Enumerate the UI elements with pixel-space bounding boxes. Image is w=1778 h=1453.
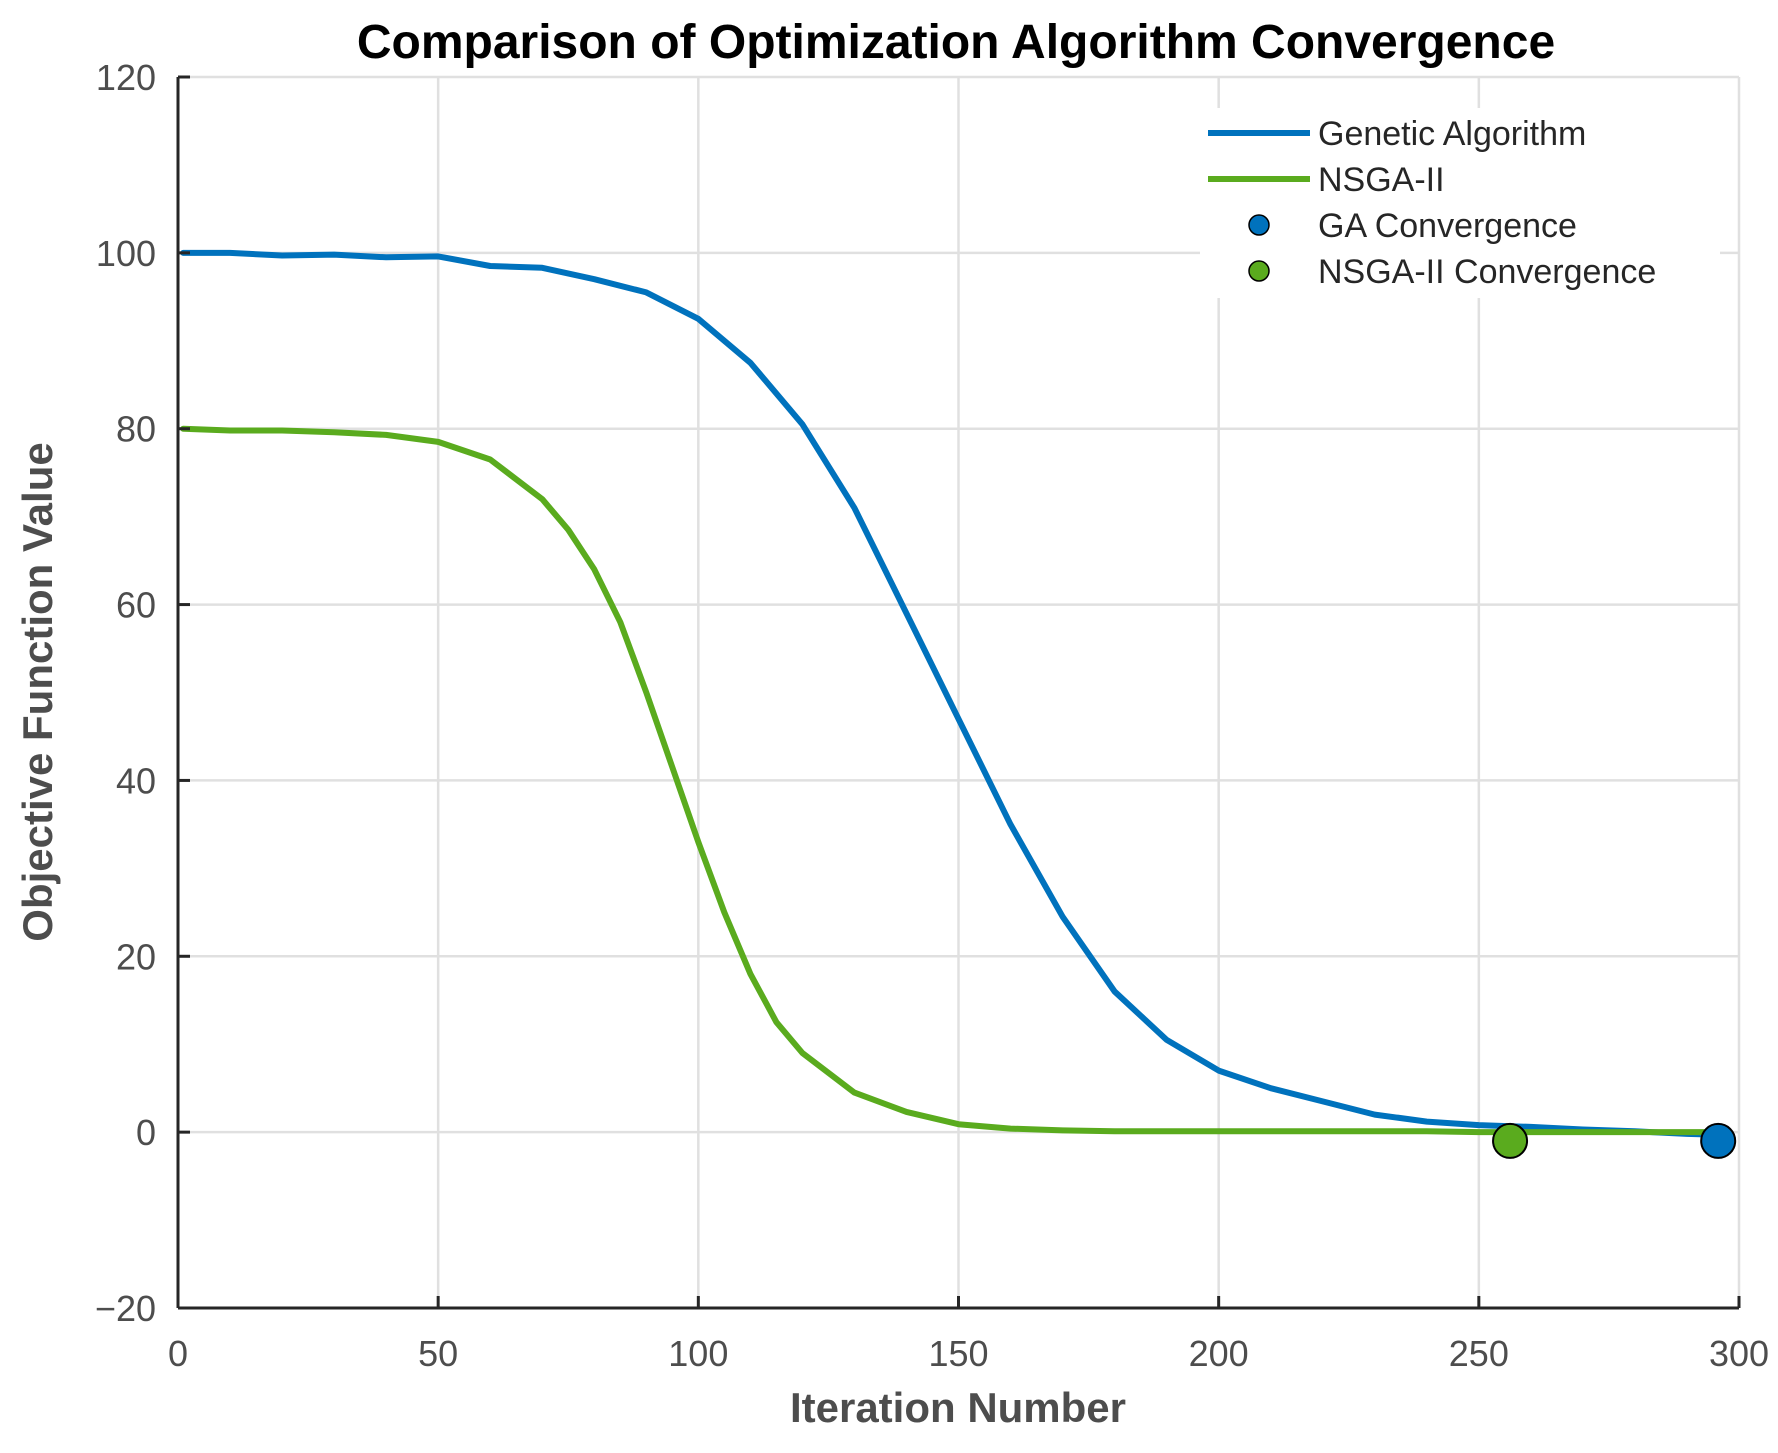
- marker-nsga-ii-convergence: [1492, 1122, 1529, 1159]
- y-tick-label: 80: [116, 409, 156, 450]
- legend-label-ga-convergence: GA Convergence: [1318, 207, 1577, 245]
- legend-box: [1200, 108, 1720, 298]
- y-tick-label: 0: [136, 1112, 156, 1153]
- y-tick-label: −20: [95, 1288, 156, 1329]
- x-axis-ticks: 0 50 100 150 200 250 300: [168, 1296, 1769, 1374]
- x-tick-label: 100: [668, 1333, 728, 1374]
- convergence-markers: [1492, 1122, 1737, 1159]
- x-tick-label: 300: [1709, 1333, 1769, 1374]
- x-tick-label: 200: [1189, 1333, 1249, 1374]
- y-tick-label: 20: [116, 936, 156, 977]
- y-tick-label: 40: [116, 760, 156, 801]
- legend-swatch-ga-convergence: [1248, 214, 1270, 236]
- legend-swatch-nsga-ii-convergence: [1248, 260, 1270, 282]
- series-line-genetic-algorithm: [180, 249, 1722, 1138]
- y-axis-ticks: −20 0 20 40 60 80 100 120: [95, 57, 190, 1329]
- y-tick-label: 60: [116, 585, 156, 626]
- x-tick-label: 250: [1449, 1333, 1509, 1374]
- legend-label-nsga-ii-convergence: NSGA-II Convergence: [1318, 253, 1656, 291]
- marker-ga-convergence: [1700, 1122, 1737, 1159]
- legend-label-genetic-algorithm: Genetic Algorithm: [1318, 115, 1586, 153]
- x-axis-label: Iteration Number: [790, 1384, 1126, 1431]
- series-lines: [180, 249, 1722, 1138]
- y-tick-label: 100: [96, 233, 156, 274]
- y-axis-label: Objective Function Value: [14, 442, 61, 941]
- x-tick-label: 50: [418, 1333, 458, 1374]
- y-tick-label: 120: [96, 57, 156, 98]
- chart-title: Comparison of Optimization Algorithm Con…: [357, 16, 1555, 69]
- legend-label-nsga-ii: NSGA-II: [1318, 161, 1445, 199]
- x-tick-label: 0: [168, 1333, 188, 1374]
- legend: Genetic Algorithm NSGA-II GA Convergence…: [1200, 108, 1720, 298]
- x-tick-label: 150: [928, 1333, 988, 1374]
- series-line-nsga-ii: [180, 425, 1722, 1136]
